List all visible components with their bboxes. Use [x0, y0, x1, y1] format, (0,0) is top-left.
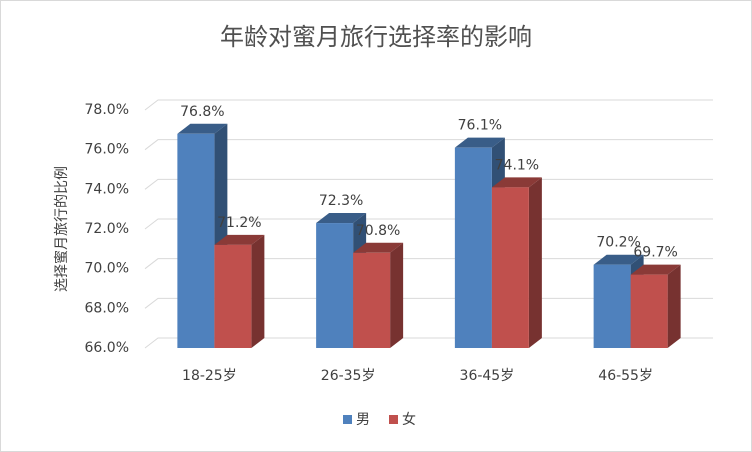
y-tick-label: 66.0%	[85, 340, 129, 356]
y-tick-label: 68.0%	[85, 300, 129, 316]
bar-side	[667, 264, 681, 348]
grid-line	[144, 99, 713, 111]
value-label: 70.2%	[596, 235, 640, 251]
bar-top	[177, 123, 228, 134]
legend-label: 男	[356, 412, 370, 428]
x-tick-label: 36-45岁	[460, 368, 515, 384]
bar-top	[454, 137, 505, 148]
bar-top	[316, 213, 367, 224]
bar-top	[593, 254, 644, 265]
value-label: 72.3%	[319, 193, 363, 209]
bar	[214, 244, 252, 348]
bar-side	[390, 242, 404, 348]
bar-side	[528, 177, 542, 348]
value-label: 74.1%	[495, 157, 539, 173]
bar	[316, 223, 354, 348]
bar-top	[630, 264, 681, 275]
y-axis-title: 选择蜜月旅行的比例	[54, 166, 70, 292]
grid-line	[144, 139, 713, 151]
bar	[630, 274, 668, 348]
y-tick-label: 74.0%	[85, 181, 129, 197]
bar	[454, 147, 492, 348]
x-tick-label: 46-55岁	[598, 368, 653, 384]
value-label: 76.1%	[458, 118, 502, 134]
bar-side	[251, 234, 265, 348]
bar-top	[353, 242, 404, 253]
value-label: 69.7%	[633, 245, 677, 261]
bar-top	[491, 177, 542, 188]
bar	[491, 187, 529, 348]
value-label: 70.8%	[356, 223, 400, 239]
value-label: 76.8%	[180, 104, 224, 120]
legend-swatch	[389, 415, 398, 424]
x-tick-label: 18-25岁	[182, 368, 237, 384]
y-tick-label: 76.0%	[85, 142, 129, 158]
legend-label: 女	[402, 411, 416, 428]
legend-swatch	[343, 415, 352, 424]
bar	[177, 133, 215, 348]
y-tick-label: 72.0%	[85, 221, 129, 237]
bar	[353, 252, 391, 348]
bar	[593, 264, 631, 348]
y-tick-label: 70.0%	[85, 261, 129, 277]
y-tick-label: 78.0%	[85, 102, 129, 118]
chart-title: 年龄对蜜月旅行选择率的影响	[220, 23, 532, 51]
bar-top	[214, 234, 265, 245]
value-label: 71.2%	[217, 215, 261, 231]
x-tick-label: 26-35岁	[321, 368, 376, 384]
